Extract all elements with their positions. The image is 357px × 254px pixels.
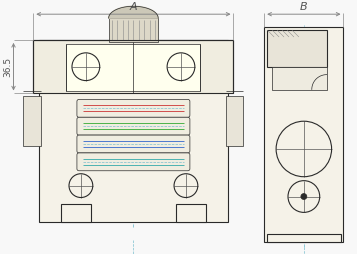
Bar [226,97,243,146]
Bar [61,204,91,222]
Bar [176,204,206,222]
Bar [109,18,158,42]
Circle shape [301,194,307,199]
Bar [267,30,327,67]
FancyBboxPatch shape [77,99,190,117]
Bar [66,44,200,91]
FancyBboxPatch shape [77,135,190,153]
Bar [272,67,327,89]
Bar [33,40,233,93]
Polygon shape [109,6,158,18]
Bar [267,234,341,242]
Text: A: A [130,2,137,12]
Bar [39,40,227,222]
Text: B: B [300,2,308,12]
Bar [264,27,343,242]
Bar [24,97,41,146]
FancyBboxPatch shape [77,153,190,171]
Text: 36.5: 36.5 [4,57,12,77]
FancyBboxPatch shape [77,117,190,135]
